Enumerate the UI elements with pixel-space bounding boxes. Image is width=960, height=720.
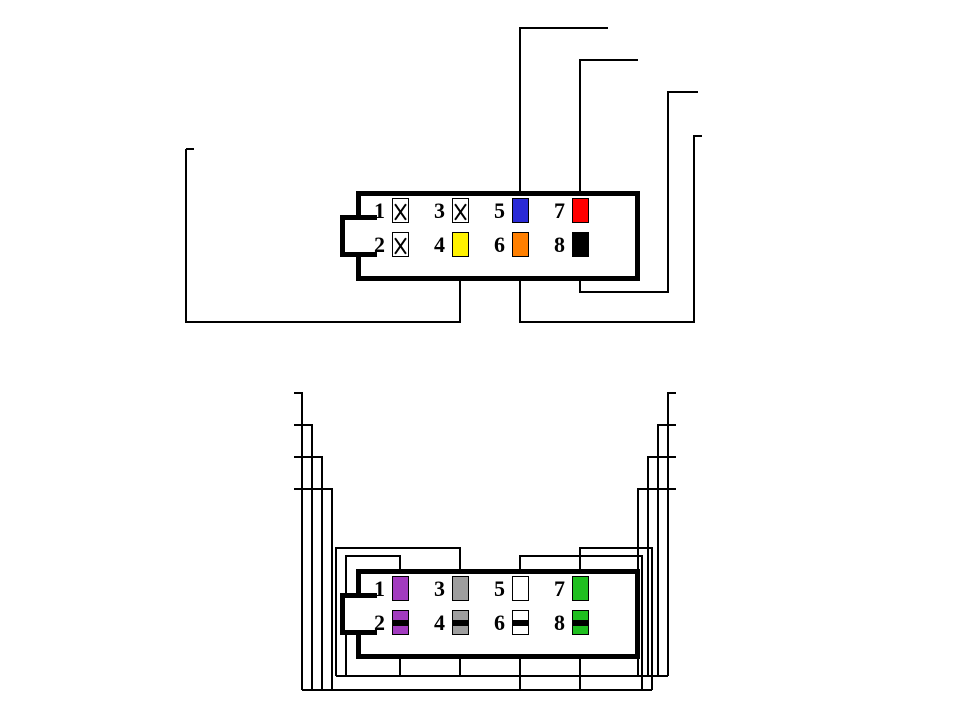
connector-b-pin-6-number: 6 <box>494 610 505 636</box>
connector-a-pin-5-number: 5 <box>494 198 505 224</box>
wiring-diagram: { "canvas": { "width": 960, "height": 72… <box>0 0 960 720</box>
connector-a-pin-6 <box>512 232 529 257</box>
connector-b-notch <box>340 593 377 635</box>
connector-b-pin-7 <box>572 576 589 601</box>
connector-a-pin-5 <box>512 198 529 223</box>
connector-b-pin-6 <box>512 610 529 635</box>
connector-b-pin-1 <box>392 576 409 601</box>
connector-a-pin-6-number: 6 <box>494 232 505 258</box>
connector-b-pin-8-number: 8 <box>554 610 565 636</box>
connector-b-pin-2 <box>392 610 409 635</box>
connector-b-pin-4-number: 4 <box>434 610 445 636</box>
connector-a-pin-3 <box>452 198 469 223</box>
connector-b-pin-4 <box>452 610 469 635</box>
connector-b-pin-1-number: 1 <box>374 576 385 602</box>
connector-a-pin-1 <box>392 198 409 223</box>
connector-a-pin-8 <box>572 232 589 257</box>
connector-a-pin-7 <box>572 198 589 223</box>
connector-a-pin-2-number: 2 <box>374 232 385 258</box>
connector-a-pin-1-number: 1 <box>374 198 385 224</box>
connector-a-pin-7-number: 7 <box>554 198 565 224</box>
connector-b-pin-3-number: 3 <box>434 576 445 602</box>
connector-b-pin-7-number: 7 <box>554 576 565 602</box>
connector-b-pin-2-number: 2 <box>374 610 385 636</box>
connector-a-pin-8-number: 8 <box>554 232 565 258</box>
connector-b-pin-8 <box>572 610 589 635</box>
connector-a-pin-3-number: 3 <box>434 198 445 224</box>
connector-b-pin-3 <box>452 576 469 601</box>
connector-a-notch <box>340 215 377 257</box>
connector-b-pin-5 <box>512 576 529 601</box>
connector-a-pin-2 <box>392 232 409 257</box>
connector-a-pin-4 <box>452 232 469 257</box>
connector-b-pin-5-number: 5 <box>494 576 505 602</box>
connector-a-pin-4-number: 4 <box>434 232 445 258</box>
